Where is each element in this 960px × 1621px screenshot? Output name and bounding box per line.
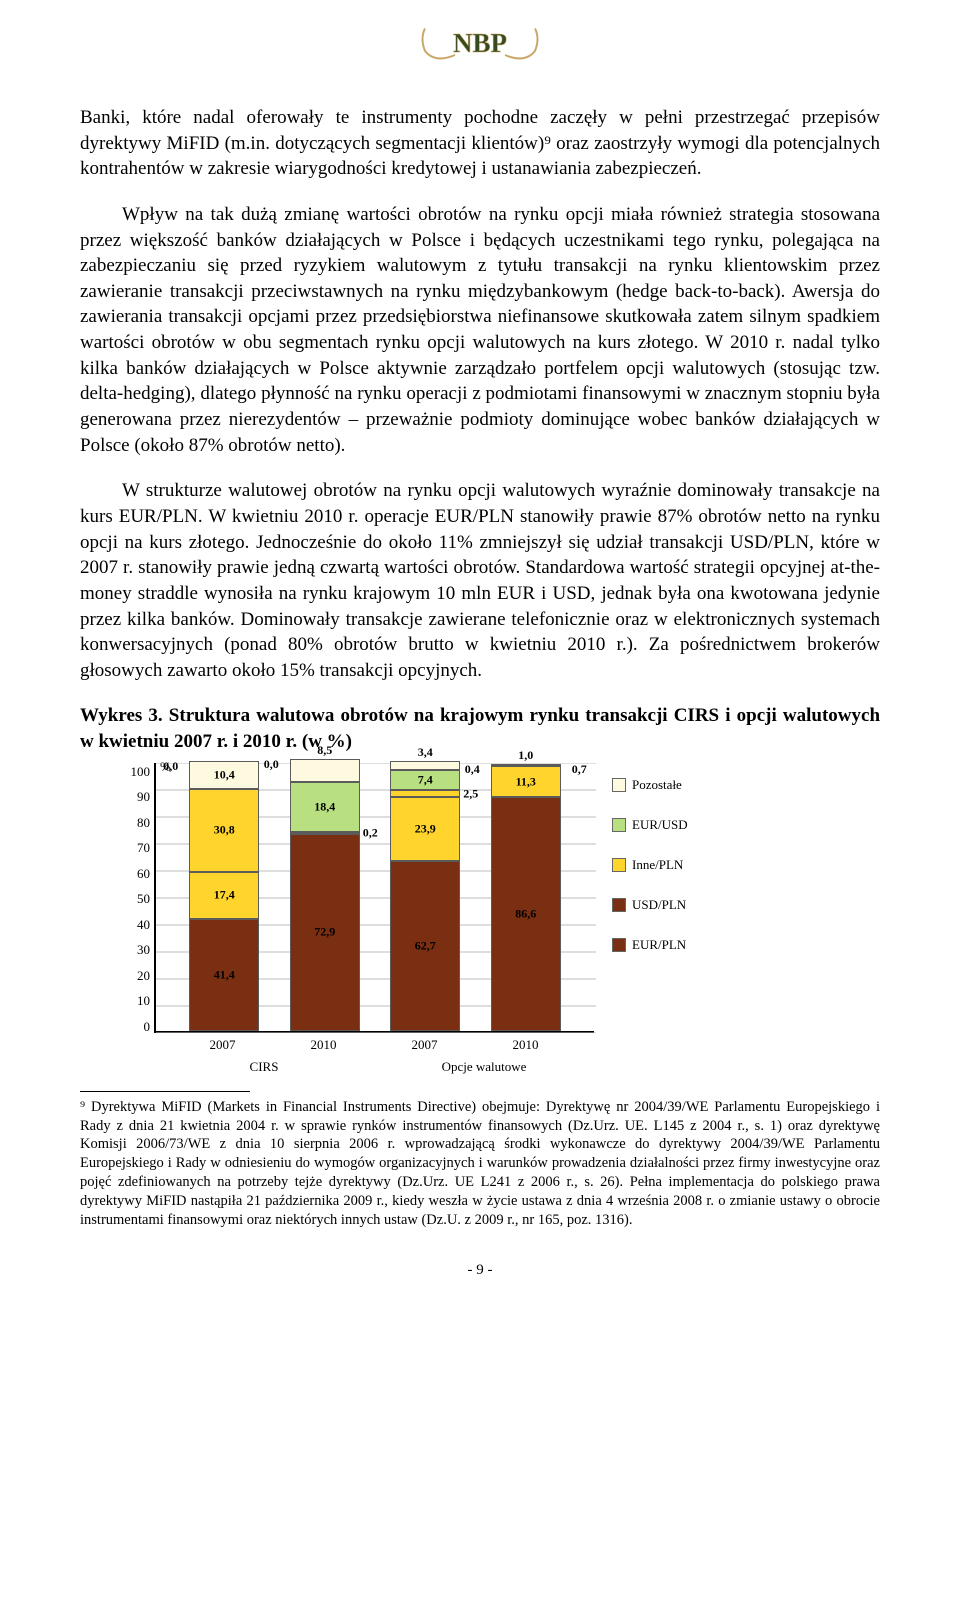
seg-label: 72,9 bbox=[314, 925, 335, 940]
seg-label: 86,6 bbox=[515, 906, 536, 921]
seg-label: 10,4 bbox=[214, 767, 235, 782]
seg-label: 62,7 bbox=[415, 939, 436, 954]
legend-label: Pozostałe bbox=[632, 777, 682, 793]
seg-EUR_PLN: 72,9 bbox=[290, 834, 360, 1031]
seg-Inne_PLN: 2,5 bbox=[390, 790, 460, 797]
seg-label: 1,0 bbox=[518, 748, 533, 763]
bar-1: 0,072,90,218,48,5 bbox=[290, 759, 360, 1030]
seg-EUR_PLN: 62,7 bbox=[390, 861, 460, 1030]
outside-left-label: 0,0 bbox=[264, 757, 279, 772]
seg-label: 30,8 bbox=[214, 823, 235, 838]
legend-label: USD/PLN bbox=[632, 897, 686, 913]
y-tick: 60 bbox=[120, 867, 150, 880]
legend-swatch bbox=[612, 938, 626, 952]
y-tick: 20 bbox=[120, 969, 150, 982]
seg-label: 7,4 bbox=[418, 773, 433, 788]
y-tick: 0 bbox=[120, 1020, 150, 1033]
svg-text:NBP: NBP bbox=[453, 28, 507, 58]
seg-USD_PLN: 23,9 bbox=[390, 797, 460, 862]
seg-label: 23,9 bbox=[415, 822, 436, 837]
seg-Pozostale: 3,4 bbox=[390, 761, 460, 770]
seg-label: 8,5 bbox=[317, 743, 332, 758]
seg-EUR_PLN: 86,6 bbox=[491, 797, 561, 1031]
seg-USD_PLN: 11,3 bbox=[491, 766, 561, 797]
legend-label: Inne/PLN bbox=[632, 857, 683, 873]
seg-label: 0,2 bbox=[363, 825, 378, 840]
x-category-label: Opcje walutowe bbox=[374, 1059, 594, 1075]
bar-0: 0,041,417,430,810,4 bbox=[189, 761, 259, 1031]
chart-container: 1009080706050403020100 % 0,041,417,430,8… bbox=[120, 763, 760, 1075]
legend-item: EUR/USD bbox=[612, 817, 720, 833]
seg-label: 18,4 bbox=[314, 800, 335, 815]
x-category-label: CIRS bbox=[154, 1059, 374, 1075]
paragraph-2: Wpływ na tak dużą zmianę wartości obrotó… bbox=[80, 202, 880, 458]
chart-title-prefix: Wykres 3. bbox=[80, 705, 163, 726]
y-axis: 1009080706050403020100 bbox=[120, 763, 154, 1033]
seg-EUR_PLN: 41,4 bbox=[189, 919, 259, 1031]
outside-left-label: 0,4 bbox=[465, 762, 480, 777]
page-number: - 9 - bbox=[80, 1262, 880, 1279]
y-tick: 10 bbox=[120, 994, 150, 1007]
legend-item: Inne/PLN bbox=[612, 857, 720, 873]
seg-Inne_PLN: 30,8 bbox=[189, 789, 259, 872]
seg-Pozostale: 8,5 bbox=[290, 759, 360, 782]
legend-swatch bbox=[612, 818, 626, 832]
footnote-separator bbox=[80, 1091, 250, 1092]
seg-label: 11,3 bbox=[516, 774, 536, 789]
seg-label: 17,4 bbox=[214, 888, 235, 903]
paragraph-3: W strukturze walutowej obrotów na rynku … bbox=[80, 478, 880, 683]
seg-EUR_USD: 7,4 bbox=[390, 770, 460, 790]
y-tick: 100 bbox=[120, 765, 150, 778]
chart-plot: % 0,041,417,430,810,40,072,90,218,48,562… bbox=[154, 763, 594, 1033]
footnote-9: ⁹ Dyrektywa MiFID (Markets in Financial … bbox=[80, 1098, 880, 1230]
chart-title-rest: Struktura walutowa obrotów na krajowym r… bbox=[80, 705, 880, 752]
y-tick: 90 bbox=[120, 790, 150, 803]
y-tick: 40 bbox=[120, 918, 150, 931]
x-year-label: 2010 bbox=[311, 1037, 337, 1053]
seg-label: 2,5 bbox=[463, 786, 478, 801]
y-tick: 80 bbox=[120, 816, 150, 829]
x-category-labels: CIRSOpcje walutowe bbox=[154, 1055, 594, 1075]
legend-swatch bbox=[612, 898, 626, 912]
outside-left-label: 0,0 bbox=[163, 759, 178, 774]
legend-label: EUR/PLN bbox=[632, 937, 686, 953]
nbp-logo: NBP bbox=[80, 20, 880, 77]
bar-3: 0,40,786,611,31,0 bbox=[491, 764, 561, 1031]
y-tick: 50 bbox=[120, 892, 150, 905]
seg-Inne_PLN: 0,2 bbox=[290, 832, 360, 834]
legend-item: USD/PLN bbox=[612, 897, 720, 913]
legend-swatch bbox=[612, 778, 626, 792]
seg-Pozostale: 10,4 bbox=[189, 761, 259, 789]
x-year-label: 2007 bbox=[210, 1037, 236, 1053]
y-tick: 70 bbox=[120, 841, 150, 854]
seg-label: 41,4 bbox=[214, 967, 235, 982]
paragraph-3-text: W strukturze walutowej obrotów na rynku … bbox=[80, 480, 880, 680]
seg-EUR_USD: 18,4 bbox=[290, 782, 360, 832]
paragraph-1: Banki, które nadal oferowały te instrume… bbox=[80, 105, 880, 182]
seg-Pozostale: 1,0 bbox=[491, 764, 561, 767]
x-year-label: 2010 bbox=[513, 1037, 539, 1053]
y-tick: 30 bbox=[120, 943, 150, 956]
chart-title: Wykres 3. Struktura walutowa obrotów na … bbox=[80, 703, 880, 754]
legend-swatch bbox=[612, 858, 626, 872]
seg-label: 3,4 bbox=[418, 745, 433, 760]
x-group-labels: 2007 2010 2007 2010 bbox=[154, 1033, 594, 1055]
x-year-label: 2007 bbox=[412, 1037, 438, 1053]
legend: Pozostałe EUR/USD Inne/PLN USD/PLN EUR/PLN bbox=[612, 763, 720, 953]
bar-2: 62,7 23,9 2,5 7,4 3,4 bbox=[390, 761, 460, 1031]
legend-item: EUR/PLN bbox=[612, 937, 720, 953]
legend-label: EUR/USD bbox=[632, 817, 688, 833]
paragraph-2-text: Wpływ na tak dużą zmianę wartości obrotó… bbox=[80, 204, 880, 456]
seg-USD_PLN: 17,4 bbox=[189, 872, 259, 919]
legend-item: Pozostałe bbox=[612, 777, 720, 793]
outside-right-label: 0,7 bbox=[572, 762, 587, 777]
